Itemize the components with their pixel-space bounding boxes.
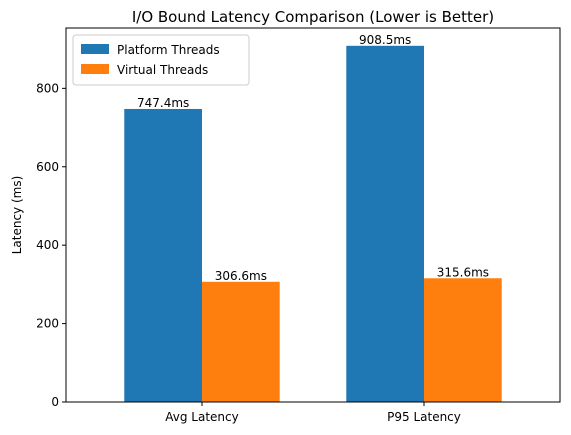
bar-0-1 <box>346 45 425 403</box>
plot-frame <box>65 27 561 403</box>
data-label-1-0: 306.6ms <box>215 269 267 283</box>
bar-1-1 <box>424 278 502 402</box>
data-label-0-1: 908.5ms <box>359 33 411 47</box>
y-tick-label-4: 800 <box>36 81 59 95</box>
legend-box <box>72 34 250 86</box>
x-tick-label-0: Avg Latency <box>165 410 238 424</box>
x-axis: Avg Latency P95 Latency <box>165 402 461 424</box>
y-tick-label-2: 400 <box>36 238 59 252</box>
legend: Platform Threads Virtual Threads <box>72 34 250 86</box>
y-tick-label-3: 600 <box>36 160 59 174</box>
data-label-1-1: 315.6ms <box>437 265 489 279</box>
data-label-0-0: 747.4ms <box>137 96 189 110</box>
x-tick-label-1: P95 Latency <box>387 410 461 424</box>
bar-0-0 <box>124 108 202 402</box>
y-tick-label-0: 0 <box>51 395 59 409</box>
y-tick-label-1: 200 <box>36 317 59 331</box>
legend-swatch-0 <box>81 44 109 54</box>
legend-label-1: Virtual Threads <box>117 63 208 77</box>
chart-title: I/O Bound Latency Comparison (Lower is B… <box>132 8 494 26</box>
y-axis: 0 200 400 600 800 <box>36 81 66 409</box>
data-labels-layer: 747.4ms 908.5ms 306.6ms 315.6ms <box>137 33 489 283</box>
bars-layer <box>124 45 502 403</box>
bar-1-0 <box>201 281 280 402</box>
y-axis-label: Latency (ms) <box>10 176 24 255</box>
legend-swatch-1 <box>81 64 109 74</box>
legend-label-0: Platform Threads <box>117 43 220 57</box>
